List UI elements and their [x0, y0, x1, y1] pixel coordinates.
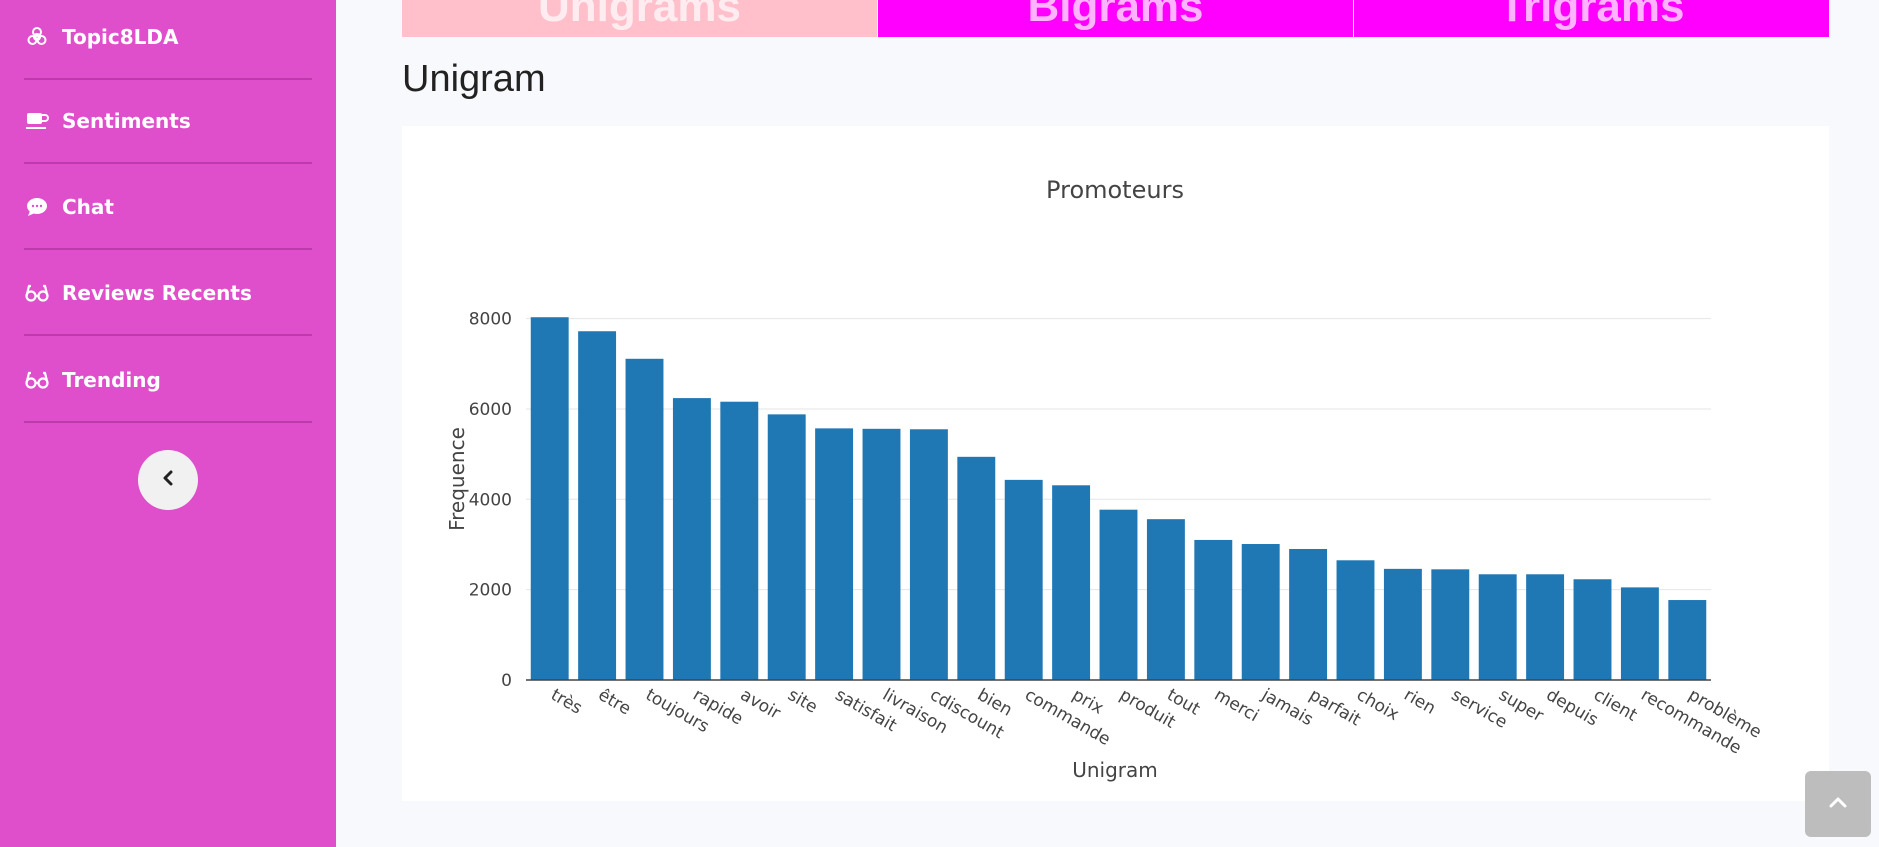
tab-unigrams[interactable]: Unigrams	[402, 0, 877, 37]
y-tick-label: 8000	[469, 310, 512, 330]
chart-card: 0 2000 4000 6000 8000 très être toujours rapide…	[402, 126, 1829, 801]
x-tick-label: très	[547, 685, 585, 719]
bar-très	[530, 317, 569, 680]
coffee-cup-icon	[24, 108, 50, 134]
x-tick-label: parfait	[1306, 685, 1365, 730]
bar-toujours	[625, 358, 664, 680]
y-tick-label: 6000	[469, 400, 512, 420]
bar-satisfait	[815, 428, 854, 680]
bar-super	[1478, 574, 1517, 680]
x-tick-label: rien	[1400, 685, 1439, 719]
x-axis-title: Unigram	[1072, 758, 1158, 782]
y-tick-label: 0	[501, 671, 512, 691]
bar-commande	[1004, 479, 1043, 680]
tab-label: Unigrams	[538, 0, 741, 31]
bar-choix	[1336, 560, 1375, 680]
chevron-left-icon	[161, 470, 175, 491]
glasses-icon	[24, 367, 50, 393]
sidebar-item-reviews-recents[interactable]: Reviews Recents	[24, 252, 312, 336]
biohazard-icon	[24, 24, 50, 50]
bar-être	[578, 331, 617, 680]
page-title: Unigram	[402, 58, 546, 100]
bar-jamais	[1241, 544, 1280, 680]
y-tick-label: 2000	[469, 581, 512, 601]
bar-parfait	[1289, 548, 1328, 680]
y-axis-title: Frequence	[445, 427, 469, 531]
bar-tout	[1146, 519, 1185, 680]
bar-problème	[1668, 600, 1707, 680]
sidebar-toggle-button[interactable]	[138, 450, 198, 510]
sidebar-item-sentiments[interactable]: Sentiments	[24, 80, 312, 164]
bar-prix	[1052, 485, 1091, 680]
sidebar-item-chat[interactable]: Chat	[24, 166, 312, 250]
x-tick-label: jamais	[1257, 685, 1316, 731]
glasses-icon	[24, 280, 50, 306]
sidebar-item-topic8lda[interactable]: Topic8LDA	[24, 0, 312, 80]
ngram-tabs: Unigrams Bigrams Trigrams	[402, 0, 1829, 38]
tab-bigrams[interactable]: Bigrams	[878, 0, 1353, 37]
tab-label: Trigrams	[1498, 0, 1685, 31]
bar-cdiscount	[909, 429, 948, 680]
sidebar: Topic8LDA Sentiments Chat Reviews Recent…	[0, 0, 336, 847]
tab-label: Bigrams	[1027, 0, 1204, 31]
x-tick-label: commande	[1021, 685, 1114, 750]
x-tick-label: depuis	[1543, 685, 1602, 731]
chevron-up-icon	[1828, 795, 1848, 814]
sidebar-item-label: Reviews Recents	[62, 281, 252, 305]
bar-bien	[957, 456, 996, 680]
bar-depuis	[1526, 574, 1565, 680]
x-tick-label: avoir	[737, 685, 784, 724]
sidebar-item-label: Trending	[62, 368, 161, 392]
bar-avoir	[720, 401, 759, 680]
y-tick-labels: 0 2000 4000 6000 8000	[469, 310, 512, 691]
chat-sms-icon	[24, 194, 50, 220]
bar-service	[1431, 569, 1470, 680]
bar-client	[1573, 579, 1612, 680]
sidebar-item-label: Chat	[62, 195, 114, 219]
tab-trigrams[interactable]: Trigrams	[1354, 0, 1829, 37]
x-tick-label: être	[595, 685, 635, 719]
bar-site	[767, 414, 806, 680]
y-tick-label: 4000	[469, 490, 512, 510]
bar-rapide	[672, 398, 711, 680]
chart-title: Promoteurs	[1046, 176, 1184, 204]
sidebar-item-label: Topic8LDA	[62, 25, 179, 49]
bar-livraison	[862, 428, 901, 680]
scroll-to-top-button[interactable]	[1805, 771, 1871, 837]
bar-recommande	[1620, 587, 1659, 680]
sidebar-item-label: Sentiments	[62, 109, 191, 133]
sidebar-item-trending[interactable]: Trending	[24, 339, 312, 423]
x-tick-label: site	[784, 685, 821, 718]
bar-merci	[1194, 539, 1233, 680]
x-tick-label: merci	[1211, 685, 1262, 726]
bar-produit	[1099, 509, 1138, 680]
bar-rien	[1383, 568, 1422, 680]
bar-layer	[530, 317, 1707, 680]
